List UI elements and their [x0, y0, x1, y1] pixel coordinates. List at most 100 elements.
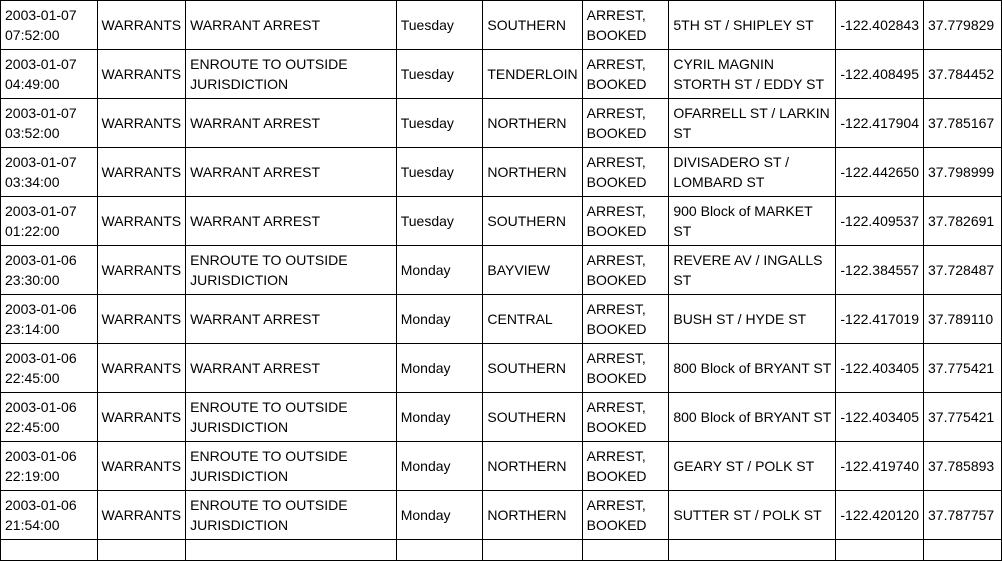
cell-longitude: -122.384557: [835, 245, 925, 295]
cell-day-of-week: Monday: [395, 245, 484, 295]
cell-address: OFARRELL ST / LARKIN ST: [668, 98, 837, 148]
cell-day-of-week: Monday: [395, 392, 484, 442]
cell-category: WARRANTS: [96, 196, 187, 246]
table-row: 2003-01-06 22:45:00 WARRANTS ENROUTE TO OU…: [0, 392, 1002, 442]
cell-description: ENROUTE TO OUTSIDE JURISDICTION: [185, 245, 397, 295]
cell-address: 900 Block of MARKET ST: [668, 196, 837, 246]
cell-date: 2003-01-06 23:30:00: [0, 245, 98, 295]
cell-latitude: 37.787757: [923, 490, 1002, 540]
cell-description: WARRANT ARREST: [185, 294, 397, 344]
cell-address: 5TH ST / SHIPLEY ST: [668, 0, 837, 50]
cell-day-of-week: Monday: [395, 294, 484, 344]
cell-address: 800 Block of BRYANT ST: [668, 343, 837, 393]
cell-latitude: 37.782691: [923, 196, 1002, 246]
cell-district: SOUTHERN: [482, 343, 583, 393]
cell-address: REVERE AV / INGALLS ST: [668, 245, 837, 295]
cell-category: WARRANTS: [96, 392, 187, 442]
cell-longitude: -122.442650: [835, 147, 925, 197]
cell-longitude: -122.403405: [835, 392, 925, 442]
cell-description: ENROUTE TO OUTSIDE JURISDICTION: [185, 392, 397, 442]
table-row: 2003-01-06 22:19:00 WARRANTS ENROUTE TO OU…: [0, 441, 1002, 491]
cell-resolution: ARREST, BOOKED: [581, 147, 670, 197]
cell-day-of-week: Monday: [395, 490, 484, 540]
cell-resolution: ARREST, BOOKED: [581, 441, 670, 491]
table-row: 2003-01-06 23:30:00 WARRANTS ENROUTE TO OU…: [0, 245, 1002, 295]
cell-district: NORTHERN: [482, 98, 583, 148]
cell-category: WARRANTS: [96, 441, 187, 491]
cell-description: WARRANT ARREST: [185, 147, 397, 197]
table-row: 2003-01-06 21:54:00 WARRANTS ENROUTE TO OU…: [0, 490, 1002, 540]
cell-date: 2003-01-07 04:49:00: [0, 49, 98, 99]
cell-category: WARRANTS: [96, 147, 187, 197]
cell-date: 2003-01-06 22:19:00: [0, 441, 98, 491]
cell-date: 2003-01-07 03:34:00: [0, 147, 98, 197]
cell-description: WARRANT ARREST: [185, 98, 397, 148]
cell-resolution: ARREST, BOOKED: [581, 49, 670, 99]
table-row: 2003-01-06 23:14:00 WARRANTS WARRANT ARRES…: [0, 294, 1002, 344]
cell-latitude: 37.798999: [923, 147, 1002, 197]
cell-district: SOUTHERN: [482, 196, 583, 246]
table-row: 2003-01-07 01:22:00 WARRANTS WARRANT ARRES…: [0, 196, 1002, 246]
cell-description: ENROUTE TO OUTSIDE JURISDICTION: [185, 490, 397, 540]
cell-latitude: 37.785167: [923, 98, 1002, 148]
cell-date: 2003-01-06 22:45:00: [0, 392, 98, 442]
cell-latitude: 37.775421: [923, 343, 1002, 393]
cell-longitude: -122.402843: [835, 0, 925, 50]
cell-day-of-week: Tuesday: [395, 98, 484, 148]
cell-address: BUSH ST / HYDE ST: [668, 294, 837, 344]
cell-district: NORTHERN: [482, 441, 583, 491]
cell-category: WARRANTS: [96, 0, 187, 50]
cell-description: ENROUTE TO OUTSIDE JURISDICTION: [185, 49, 397, 99]
cell-address: GEARY ST / POLK ST: [668, 441, 837, 491]
cell-address: DIVISADERO ST / LOMBARD ST: [668, 147, 837, 197]
cell-district: SOUTHERN: [482, 0, 583, 50]
cell-category: WARRANTS: [96, 343, 187, 393]
table-row: 2003-01-06 22:45:00 WARRANTS WARRANT ARRES…: [0, 343, 1002, 393]
cell-district: NORTHERN: [482, 147, 583, 197]
cell-day-of-week: Tuesday: [395, 49, 484, 99]
cell-date: 2003-01-07 01:22:00: [0, 196, 98, 246]
cell-category: WARRANTS: [96, 49, 187, 99]
cell-resolution: ARREST, BOOKED: [581, 98, 670, 148]
table-row: 2003-01-07 07:52:00 WARRANTS WARRANT ARRES…: [0, 0, 1002, 50]
cell-date: 2003-01-06 21:54:00: [0, 490, 98, 540]
cell-date: 2003-01-07 07:52:00: [0, 0, 98, 50]
cell-category: WARRANTS: [96, 294, 187, 344]
cell-longitude: -122.419740: [835, 441, 925, 491]
cell-resolution: ARREST, BOOKED: [581, 294, 670, 344]
table-row: 2003-01-07 03:52:00 WARRANTS WARRANT ARRES…: [0, 98, 1002, 148]
cell-resolution: ARREST, BOOKED: [581, 490, 670, 540]
cell-category: WARRANTS: [96, 490, 187, 540]
cell-address: 800 Block of BRYANT ST: [668, 392, 837, 442]
cell-description: WARRANT ARREST: [185, 0, 397, 50]
cell-day-of-week: Monday: [395, 343, 484, 393]
cell-district: SOUTHERN: [482, 392, 583, 442]
cell-description: ENROUTE TO OUTSIDE JURISDICTION: [185, 441, 397, 491]
cell-description: WARRANT ARREST: [185, 343, 397, 393]
cell-address: CYRIL MAGNIN STORTH ST / EDDY ST: [668, 49, 837, 99]
cell-latitude: 37.784452: [923, 49, 1002, 99]
cell-address: SUTTER ST / POLK ST: [668, 490, 837, 540]
cell-resolution: ARREST, BOOKED: [581, 343, 670, 393]
cell-district: NORTHERN: [482, 490, 583, 540]
cell-district: CENTRAL: [482, 294, 583, 344]
cell-district: TENDERLOIN: [482, 49, 583, 99]
cell-date: 2003-01-06 23:14:00: [0, 294, 98, 344]
cell-longitude: -122.417019: [835, 294, 925, 344]
cell-longitude: -122.408495: [835, 49, 925, 99]
cell-resolution: ARREST, BOOKED: [581, 0, 670, 50]
cell-date: 2003-01-06 22:45:00: [0, 343, 98, 393]
cell-resolution: ARREST, BOOKED: [581, 392, 670, 442]
cell-district: BAYVIEW: [482, 245, 583, 295]
table-row: 2003-01-07 03:34:00 WARRANTS WARRANT ARRES…: [0, 147, 1002, 197]
cell-category: WARRANTS: [96, 98, 187, 148]
cell-longitude: -122.420120: [835, 490, 925, 540]
cell-category: WARRANTS: [96, 245, 187, 295]
cell-day-of-week: Tuesday: [395, 147, 484, 197]
cell-latitude: 37.789110: [923, 294, 1002, 344]
cell-longitude: -122.403405: [835, 343, 925, 393]
cell-day-of-week: Tuesday: [395, 0, 484, 50]
cell-day-of-week: Tuesday: [395, 196, 484, 246]
cell-date: 2003-01-07 03:52:00: [0, 98, 98, 148]
